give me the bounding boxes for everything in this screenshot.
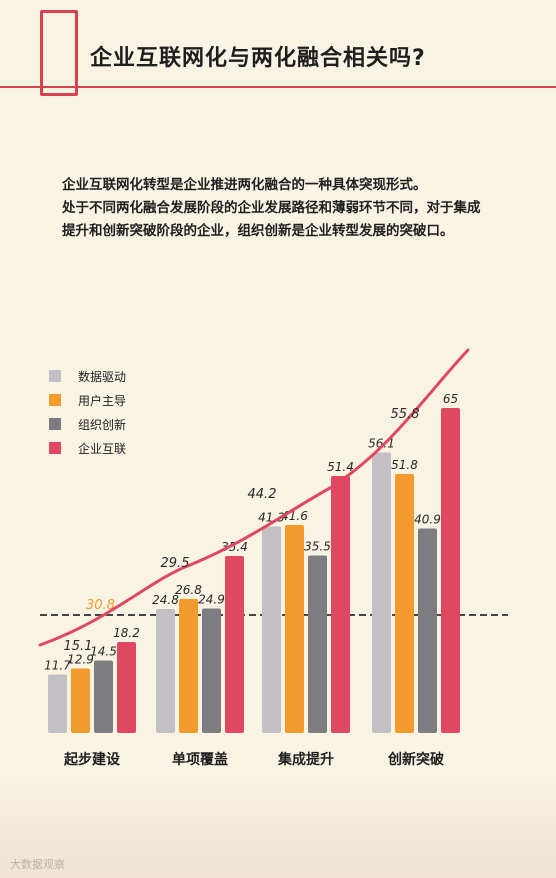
legend-swatch xyxy=(49,370,61,382)
bar-value-label: 24.8 xyxy=(152,593,179,607)
bar xyxy=(441,408,460,733)
bar xyxy=(308,555,327,733)
trend-label: 15.1 xyxy=(64,639,93,654)
intro-paragraph-1: 企业互联网化转型是企业推进两化融合的一种具体突现形式。 xyxy=(62,177,427,193)
bar xyxy=(225,556,244,733)
legend-swatch xyxy=(49,418,61,430)
chart-plot: 30.8 11.712.914.5 18.2 起步建设 24.826.824.9 35.4… xyxy=(38,348,508,768)
bar xyxy=(418,528,437,733)
intro-paragraph-2: 处于不同两化融合发展阶段的企业发展路径和薄弱环节不同，对于集成提升和创新突破阶段… xyxy=(62,200,481,239)
bar-value-label: 41.3 xyxy=(258,511,285,525)
legend-label: 组织创新 xyxy=(78,417,126,432)
bar-value-label: 40.9 xyxy=(414,513,441,527)
trend-label: 29.5 xyxy=(161,556,190,571)
trend-line xyxy=(38,348,470,647)
bar-value-label: 35.4 xyxy=(221,540,248,554)
bar xyxy=(94,660,113,733)
skyline-background xyxy=(0,770,556,878)
trend-label: 44.2 xyxy=(248,487,277,502)
bar xyxy=(285,525,304,733)
bar-value-label: 51.4 xyxy=(327,460,354,474)
bar xyxy=(156,609,175,733)
category-label: 集成提升 xyxy=(277,751,334,768)
bar-value-label: 51.8 xyxy=(391,458,418,472)
bar-value-label: 18.2 xyxy=(113,626,140,640)
category-label: 起步建设 xyxy=(63,751,121,768)
category-label: 创新突破 xyxy=(387,751,444,768)
bar xyxy=(48,674,67,733)
bar-value-label: 26.8 xyxy=(175,583,202,597)
bar-value-label: 14.5 xyxy=(90,645,117,659)
bar-value-label: 11.7 xyxy=(44,659,71,673)
bar-value-label: 65 xyxy=(443,392,458,406)
bar xyxy=(117,642,136,733)
bar xyxy=(395,474,414,733)
bar xyxy=(331,476,350,733)
page-title: 企业互联网化与两化融合相关吗? xyxy=(90,46,426,71)
reference-label: 30.8 xyxy=(86,598,115,613)
bar-value-label: 24.9 xyxy=(198,593,225,607)
category-label: 单项覆盖 xyxy=(172,751,228,768)
legend-label: 企业互联 xyxy=(78,441,126,456)
bar xyxy=(71,668,90,733)
watermark: 大数据观察 xyxy=(10,858,65,871)
legend-swatch xyxy=(49,394,61,406)
bar xyxy=(202,608,221,733)
bar xyxy=(262,526,281,733)
legend-swatch xyxy=(49,442,61,454)
header-rule xyxy=(0,86,556,88)
intro-text: 企业互联网化转型是企业推进两化融合的一种具体突现形式。 处于不同两化融合发展阶段… xyxy=(62,174,482,243)
trend-label: 55.8 xyxy=(391,407,420,422)
bar-value-label: 35.5 xyxy=(304,540,331,554)
legend-label: 数据驱动 xyxy=(78,369,126,384)
bar xyxy=(372,452,391,733)
title-frame xyxy=(40,10,78,96)
bar-value-label: 12.9 xyxy=(67,653,94,667)
bar xyxy=(179,599,198,733)
legend-label: 用户主导 xyxy=(78,393,126,408)
